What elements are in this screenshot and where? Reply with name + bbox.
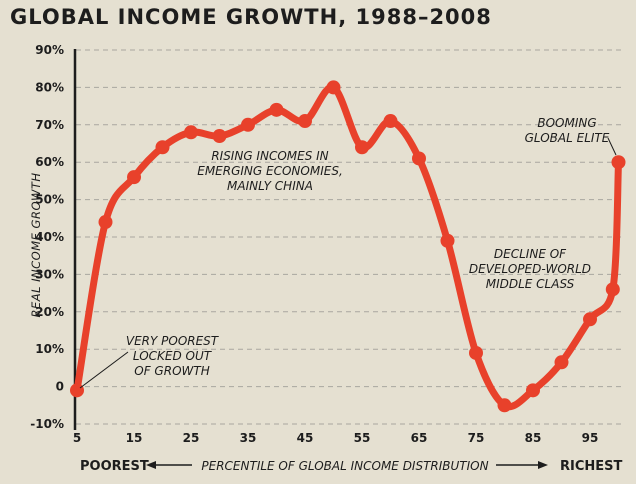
x-tick-label: 35: [240, 431, 257, 445]
data-point: [355, 140, 369, 155]
y-tick-label: 10%: [35, 342, 64, 356]
data-point: [526, 383, 540, 398]
annotation-poorest: VERY POOREST LOCKED OUT OF GROWTH: [126, 334, 220, 378]
annotation-pointer: [607, 137, 617, 156]
data-point: [326, 80, 341, 95]
x-tick-label: 45: [297, 431, 314, 445]
y-tick-label: 30%: [35, 267, 64, 281]
x-right-label: RICHEST: [560, 459, 623, 474]
data-point: [383, 114, 398, 129]
annotation-line: EMERGING ECONOMIES,: [197, 164, 343, 178]
right-arrow: [496, 461, 548, 469]
y-tick-label: 50%: [35, 193, 64, 207]
y-tick-label: 0: [56, 380, 64, 394]
data-point: [269, 102, 284, 117]
data-point: [241, 117, 255, 132]
left-arrow: [146, 461, 192, 469]
annotation-line: OF GROWTH: [134, 364, 209, 378]
annotation-line: BOOMING: [537, 116, 596, 130]
annotation-line: MIDDLE CLASS: [486, 277, 575, 291]
x-tick-label: 25: [183, 431, 200, 445]
data-point: [583, 312, 597, 327]
data-point: [212, 129, 227, 144]
data-point: [440, 233, 455, 248]
annotation-decline: DECLINE OF DEVELOPED-WORLD MIDDLE CLASS: [469, 247, 591, 291]
y-tick-label: 80%: [35, 80, 64, 94]
data-point: [70, 383, 84, 398]
annotation-line: DEVELOPED-WORLD: [469, 262, 591, 276]
x-axis-label: PERCENTILE OF GLOBAL INCOME DISTRIBUTION: [201, 459, 488, 473]
y-tick-label: -10%: [30, 417, 64, 431]
annotation-line: RISING INCOMES IN: [211, 149, 328, 163]
y-tick-label: 60%: [35, 155, 64, 169]
data-point: [611, 155, 626, 170]
data-point: [605, 282, 620, 297]
x-tick-label: 65: [411, 431, 428, 445]
data-point: [155, 140, 170, 155]
annotation-elite: BOOMING GLOBAL ELITE: [525, 116, 610, 145]
data-point: [98, 215, 113, 230]
data-point: [127, 170, 141, 185]
annotation-line: DECLINE OF: [494, 247, 567, 261]
x-left-label: POOREST: [80, 459, 149, 474]
y-axis-label: REAL INCOME GROWTH: [29, 172, 43, 317]
x-tick-label: 95: [582, 431, 599, 445]
x-tick-label: 55: [354, 431, 371, 445]
data-point: [184, 125, 198, 140]
y-tick-label: 20%: [35, 305, 64, 319]
y-tick-label: 70%: [35, 118, 64, 132]
annotation-line: VERY POOREST: [126, 334, 220, 348]
data-point: [412, 151, 426, 166]
annotation-line: MAINLY CHINA: [227, 179, 313, 193]
annotation-rising: RISING INCOMES IN EMERGING ECONOMIES, MA…: [197, 149, 343, 193]
y-tick-label: 90%: [35, 43, 64, 57]
data-point: [469, 345, 483, 360]
chart-title: GLOBAL INCOME GROWTH, 1988–2008: [10, 5, 492, 29]
x-tick-label: 85: [525, 431, 542, 445]
x-tick-label: 75: [468, 431, 485, 445]
x-tick-label: 15: [126, 431, 143, 445]
data-point: [497, 398, 512, 413]
data-point: [298, 114, 312, 129]
annotation-pointer: [79, 351, 129, 389]
data-point: [554, 355, 569, 370]
annotation-line: GLOBAL ELITE: [525, 131, 610, 145]
annotation-line: LOCKED OUT: [133, 349, 213, 363]
x-tick-label: 5: [73, 431, 81, 445]
y-tick-label: 40%: [35, 230, 64, 244]
